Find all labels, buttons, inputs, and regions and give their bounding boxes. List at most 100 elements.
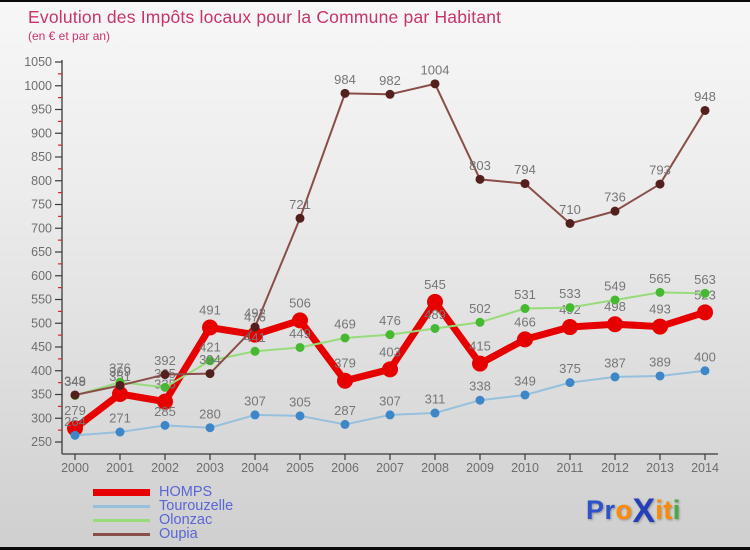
data-point-Oupia-2003 (205, 369, 215, 379)
data-label-HOMPS-2009: 415 (469, 339, 491, 354)
data-point-Oupia-2007 (385, 89, 395, 99)
data-label-Olonzac-2005: 449 (289, 326, 311, 341)
data-point-HOMPS-2000 (67, 420, 83, 437)
y-tick-label: 300 (31, 411, 52, 425)
data-point-Oupia-2013 (655, 179, 665, 189)
data-label-Olonzac-2001: 376 (109, 361, 131, 376)
data-label-Oupia-2006: 984 (334, 72, 356, 87)
x-tick-label: 2003 (196, 461, 224, 475)
proxiti-logo: ProXiti (586, 492, 681, 531)
data-label-Olonzac-2012: 549 (604, 278, 626, 293)
data-point-Olonzac-2012 (610, 295, 620, 305)
data-point-HOMPS-2008 (427, 293, 443, 310)
data-label-HOMPS-2010: 466 (514, 314, 536, 329)
data-point-Tourouzelle-2014 (700, 366, 710, 376)
x-tick-label: 2012 (601, 461, 629, 475)
data-point-Olonzac-2010 (520, 304, 530, 314)
legend-item-HOMPS: HOMPS (93, 483, 233, 500)
y-tick-label: 1050 (24, 55, 52, 69)
data-point-Oupia-2006 (340, 88, 350, 98)
legend-label-Olonzac: Olonzac (159, 511, 213, 528)
chart-legend: HOMPS Tourouzelle Olonzac Oupia (93, 483, 234, 541)
data-point-Olonzac-2003 (205, 356, 215, 366)
data-label-HOMPS-2001: 351 (109, 369, 131, 384)
logo-letter: t (663, 495, 673, 525)
data-label-Olonzac-2004: 441 (244, 330, 266, 345)
data-point-Olonzac-2004 (250, 346, 260, 356)
data-point-Tourouzelle-2008 (430, 408, 440, 418)
data-point-Olonzac-2002 (160, 382, 170, 392)
data-point-Olonzac-2009 (475, 317, 485, 327)
data-point-HOMPS-2014 (697, 304, 713, 321)
data-label-Olonzac-2013: 565 (649, 271, 671, 286)
data-point-Tourouzelle-2006 (340, 419, 350, 429)
data-label-HOMPS-2000: 279 (64, 403, 86, 418)
legend-label-Tourouzelle: Tourouzelle (159, 497, 234, 514)
data-point-HOMPS-2006 (337, 372, 353, 389)
data-point-HOMPS-2003 (202, 319, 218, 336)
data-label-Oupia-2005: 721 (289, 197, 311, 212)
data-label-HOMPS-2005: 506 (289, 295, 311, 310)
data-label-Tourouzelle-2007: 307 (379, 393, 401, 408)
data-label-Tourouzelle-2013: 389 (649, 354, 671, 369)
data-label-Tourouzelle-2005: 305 (289, 394, 311, 409)
data-point-Tourouzelle-2007 (385, 410, 395, 420)
data-label-Olonzac-2009: 502 (469, 301, 491, 316)
data-point-HOMPS-2012 (607, 316, 623, 333)
logo-letter: i (655, 495, 664, 525)
data-label-Oupia-2010: 794 (514, 162, 536, 177)
data-point-Tourouzelle-2004 (250, 410, 260, 420)
data-label-Tourouzelle-2010: 349 (514, 373, 536, 388)
x-tick-label: 2000 (61, 461, 89, 475)
data-point-Olonzac-2013 (655, 287, 665, 297)
y-tick-label: 900 (31, 126, 52, 140)
data-point-HOMPS-2010 (517, 331, 533, 348)
data-point-Tourouzelle-2001 (115, 427, 125, 437)
data-point-Tourouzelle-2013 (655, 371, 665, 381)
legend-item-Tourouzelle: Tourouzelle (93, 497, 234, 514)
data-point-Oupia-2002 (160, 370, 170, 380)
data-label-Tourouzelle-2012: 387 (604, 355, 626, 370)
data-label-HOMPS-2008: 545 (424, 277, 446, 292)
y-tick-label: 950 (31, 103, 52, 117)
data-label-Olonzac-2007: 476 (379, 313, 401, 328)
data-point-Olonzac-2007 (385, 330, 395, 340)
data-point-Oupia-2001 (115, 380, 125, 390)
y-tick-label: 850 (31, 150, 52, 164)
data-label-Oupia-2008: 1004 (421, 62, 450, 77)
data-label-Oupia-2001: 369 (109, 364, 131, 379)
legend-label-HOMPS: HOMPS (159, 483, 213, 500)
data-label-HOMPS-2007: 403 (379, 344, 401, 359)
data-label-Tourouzelle-2003: 280 (199, 406, 221, 421)
data-point-Oupia-2005 (295, 213, 305, 223)
legend-swatch-Oupia (93, 532, 150, 536)
data-point-HOMPS-2002 (157, 393, 173, 410)
data-label-Olonzac-2014: 563 (694, 272, 716, 287)
data-point-Oupia-2009 (475, 174, 485, 184)
x-tick-label: 2007 (376, 461, 404, 475)
data-label-Olonzac-2010: 531 (514, 287, 536, 302)
x-tick-label: 2010 (511, 461, 539, 475)
data-label-Tourouzelle-2008: 311 (425, 392, 446, 407)
data-point-HOMPS-2011 (562, 319, 578, 336)
data-point-HOMPS-2007 (382, 361, 398, 378)
data-label-Oupia-2013: 793 (649, 163, 671, 178)
page-subtitle: (en € et par an) (28, 29, 111, 43)
data-label-Olonzac-2000: 348 (64, 374, 86, 389)
data-label-Tourouzelle-2014: 400 (694, 349, 716, 364)
logo-letter: X (632, 492, 656, 530)
data-label-Oupia-2003: 394 (199, 352, 221, 367)
data-label-Oupia-2011: 710 (559, 202, 581, 217)
data-point-Tourouzelle-2003 (205, 423, 215, 433)
data-point-Oupia-2012 (610, 206, 620, 216)
data-label-Oupia-2004: 492 (244, 306, 266, 321)
data-label-Tourouzelle-2009: 338 (469, 379, 491, 394)
data-point-HOMPS-2001 (112, 386, 128, 403)
x-tick-label: 2011 (557, 461, 584, 475)
data-label-Tourouzelle-2000: 264 (64, 414, 86, 429)
x-tick-label: 2008 (421, 461, 449, 475)
data-label-Oupia-2007: 982 (379, 73, 401, 88)
y-tick-label: 350 (31, 388, 52, 402)
data-point-Tourouzelle-2005 (295, 411, 305, 421)
